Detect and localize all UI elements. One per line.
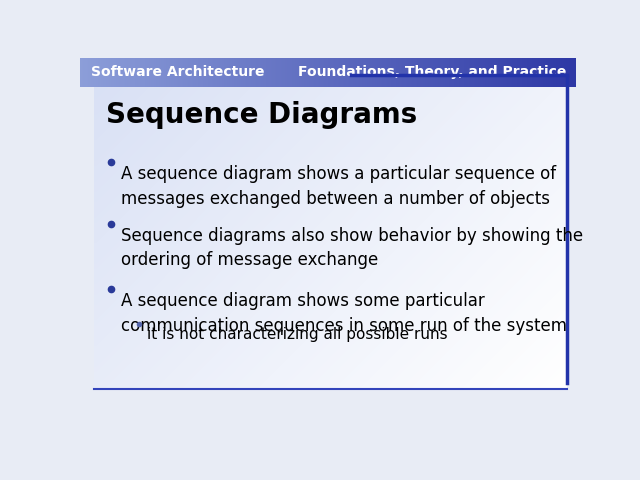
Text: Software Architecture: Software Architecture (91, 65, 264, 79)
Text: Sequence Diagrams: Sequence Diagrams (106, 101, 417, 129)
Text: A sequence diagram shows some particular
communication sequences in some run of : A sequence diagram shows some particular… (121, 292, 567, 335)
Text: A sequence diagram shows a particular sequence of
messages exchanged between a n: A sequence diagram shows a particular se… (121, 166, 556, 208)
Text: Foundations, Theory, and Practice: Foundations, Theory, and Practice (298, 65, 566, 79)
Text: it is not characterizing all possible runs: it is not characterizing all possible ru… (147, 327, 447, 342)
Text: Sequence diagrams also show behavior by showing the
ordering of message exchange: Sequence diagrams also show behavior by … (121, 227, 583, 269)
